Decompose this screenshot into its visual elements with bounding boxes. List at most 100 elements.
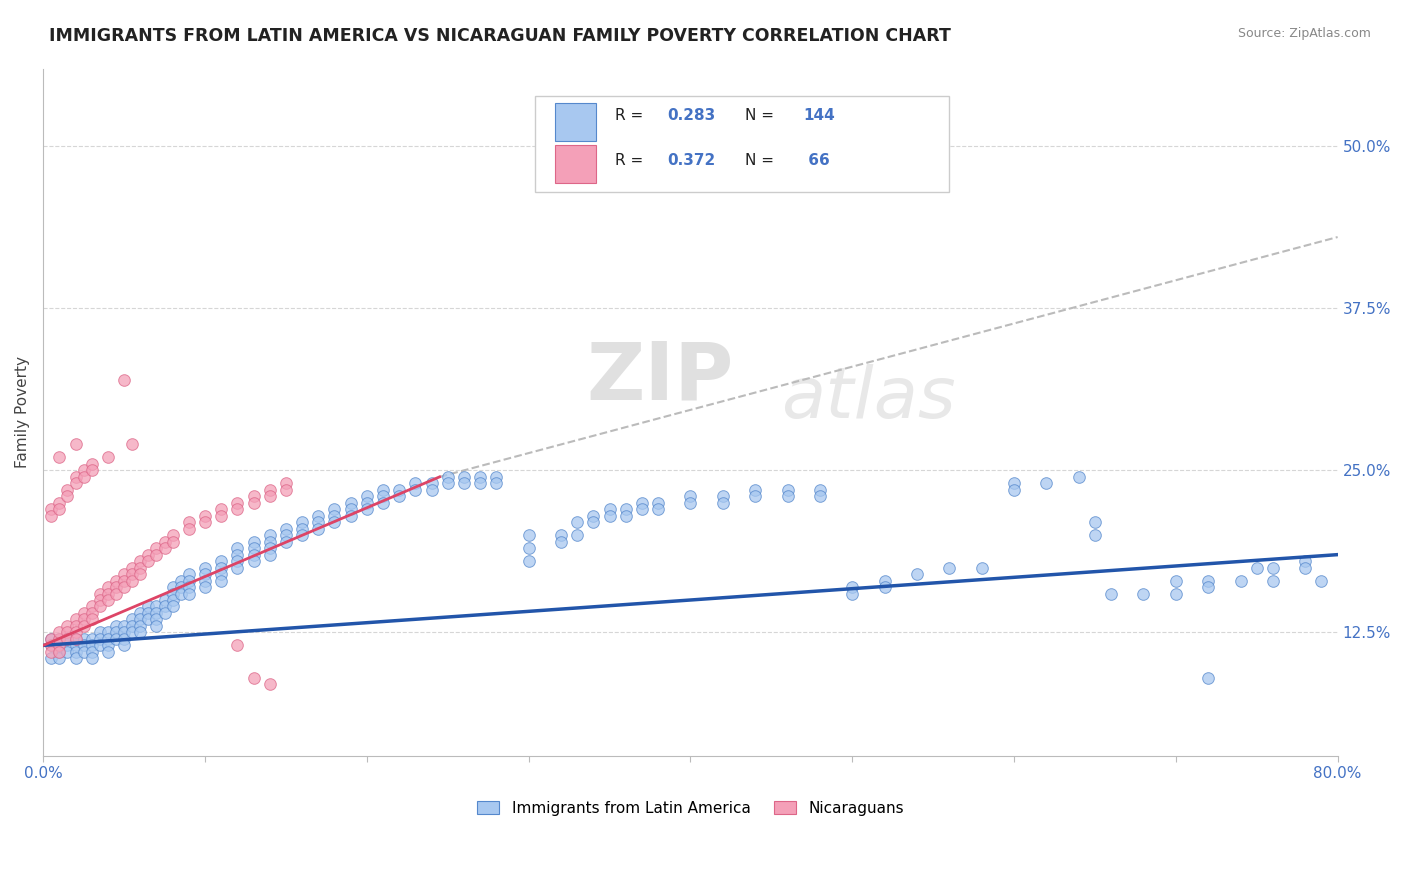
Point: [39, 645, 62, 659]
Point: [105, 586, 128, 600]
Point: [226, 496, 249, 510]
Point: [242, 489, 264, 503]
Point: [65, 625, 87, 640]
Point: [242, 671, 264, 685]
Point: [631, 502, 654, 516]
Point: [105, 574, 128, 588]
Point: [138, 554, 160, 568]
Text: 144: 144: [803, 109, 835, 123]
Point: [1099, 586, 1122, 600]
Point: [129, 554, 152, 568]
Point: [1035, 476, 1057, 491]
Point: [259, 483, 281, 497]
Point: [291, 528, 314, 542]
Point: [177, 515, 200, 529]
Point: [323, 515, 346, 529]
Point: [56, 645, 79, 659]
Point: [145, 599, 167, 614]
Point: [711, 496, 734, 510]
Point: [420, 483, 443, 497]
Point: [194, 580, 217, 594]
Point: [80, 463, 103, 477]
Point: [356, 496, 378, 510]
Point: [105, 619, 128, 633]
Point: [1294, 560, 1316, 574]
Y-axis label: Family Poverty: Family Poverty: [15, 356, 30, 468]
Point: [80, 612, 103, 626]
Point: [356, 489, 378, 503]
Point: [112, 619, 135, 633]
Point: [388, 483, 411, 497]
Point: [177, 574, 200, 588]
Point: [138, 548, 160, 562]
Point: [105, 632, 128, 646]
Text: N =: N =: [745, 153, 779, 168]
Point: [39, 651, 62, 665]
Point: [209, 502, 232, 516]
Point: [65, 645, 87, 659]
Point: [323, 502, 346, 516]
Point: [48, 625, 70, 640]
Point: [1002, 483, 1025, 497]
Point: [209, 560, 232, 574]
Point: [80, 632, 103, 646]
Point: [89, 632, 111, 646]
Point: [170, 574, 193, 588]
Point: [599, 508, 621, 523]
Point: [259, 677, 281, 691]
Point: [242, 548, 264, 562]
Point: [468, 476, 491, 491]
Point: [1197, 580, 1219, 594]
Point: [153, 599, 176, 614]
Point: [48, 651, 70, 665]
Point: [80, 457, 103, 471]
Point: [138, 606, 160, 620]
Point: [177, 580, 200, 594]
Point: [48, 632, 70, 646]
Point: [56, 632, 79, 646]
Point: [112, 574, 135, 588]
Point: [97, 580, 120, 594]
Point: [56, 619, 79, 633]
Legend: Immigrants from Latin America, Nicaraguans: Immigrants from Latin America, Nicaragua…: [470, 793, 912, 823]
Text: R =: R =: [616, 109, 648, 123]
Point: [404, 483, 426, 497]
Point: [97, 632, 120, 646]
Point: [112, 632, 135, 646]
Point: [209, 554, 232, 568]
Point: [56, 639, 79, 653]
Point: [776, 489, 799, 503]
Point: [1246, 560, 1268, 574]
Point: [194, 574, 217, 588]
Point: [177, 586, 200, 600]
Point: [112, 580, 135, 594]
Point: [970, 560, 993, 574]
Point: [1261, 574, 1284, 588]
Point: [162, 534, 184, 549]
Point: [226, 502, 249, 516]
Point: [145, 612, 167, 626]
Point: [39, 632, 62, 646]
Point: [209, 508, 232, 523]
FancyBboxPatch shape: [554, 103, 596, 141]
Point: [274, 476, 297, 491]
Point: [873, 580, 896, 594]
Point: [39, 508, 62, 523]
Point: [1084, 515, 1107, 529]
Point: [226, 548, 249, 562]
Point: [65, 470, 87, 484]
Point: [72, 619, 94, 633]
Point: [138, 612, 160, 626]
Point: [599, 502, 621, 516]
Point: [48, 639, 70, 653]
Point: [48, 502, 70, 516]
Point: [80, 606, 103, 620]
Point: [776, 483, 799, 497]
Point: [307, 515, 329, 529]
Point: [48, 496, 70, 510]
Point: [1067, 470, 1090, 484]
Point: [339, 508, 361, 523]
Point: [242, 554, 264, 568]
Point: [1310, 574, 1333, 588]
Point: [291, 522, 314, 536]
